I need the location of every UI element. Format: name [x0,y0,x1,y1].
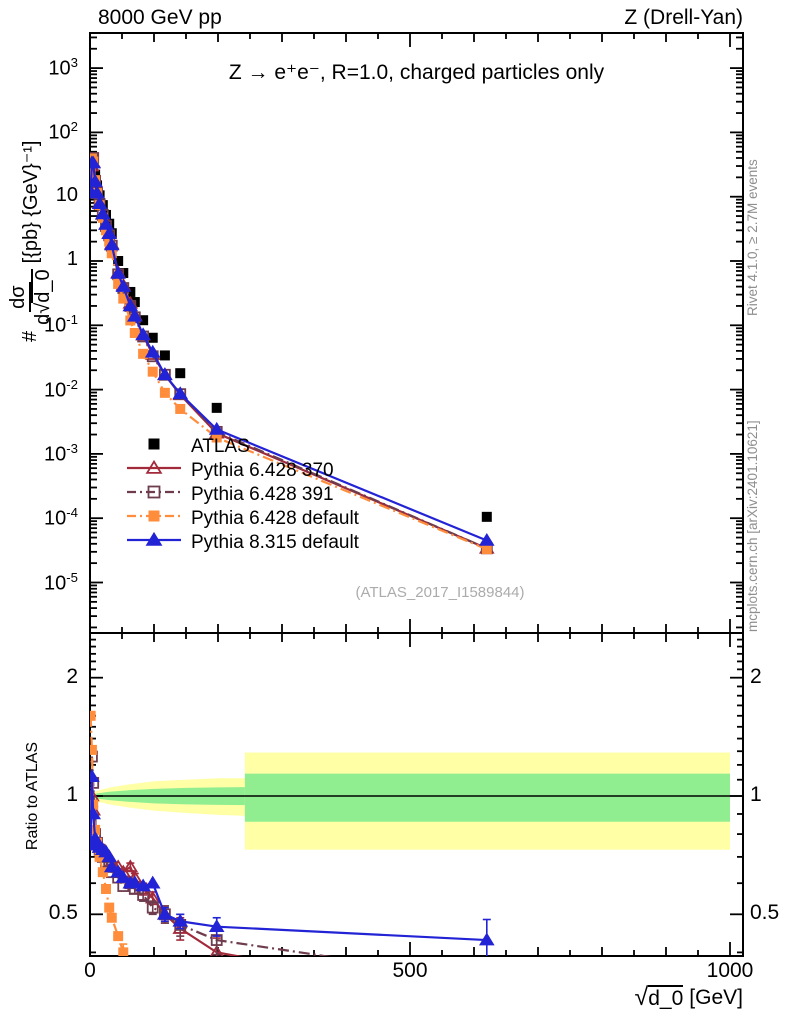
main-y-tick-label: 10-1 [44,312,78,337]
sqrt-symbol: √ [634,983,649,1011]
x-label-arg: d_0 [648,984,684,1010]
legend-item-pythia8-default: Pythia 8.315 default [126,531,359,555]
legend-item-atlas: ATLAS [126,435,250,459]
main-y-tick-label: 103 [48,55,78,80]
legend-label: Pythia 6.428 default [191,508,359,529]
ratio-y-tick-label-right: 0.5 [750,901,780,925]
plot-title: Z → e⁺e⁻, R=1.0, charged particles only [228,61,605,84]
ylabel-den-arg: d_0 [30,269,54,303]
legend-item-pythia6-default: Pythia 6.428 default [126,507,359,531]
rivet-version-note: Rivet 4.1.0, ≥ 2.7M events [745,159,760,316]
legend-item-pythia6-391: Pythia 6.428 391 [126,483,334,507]
ylabel-numerator: dσ [7,282,31,312]
pythia6-370-marker-icon [126,458,182,484]
main-y-tick-label: 10-3 [44,440,78,466]
x-tick-label: 1000 [706,959,754,982]
header-process: Z (Drell-Yan) [624,6,743,29]
legend-label: Pythia 6.428 370 [191,460,334,481]
legend-label: Pythia 6.428 391 [191,484,334,505]
x-tick-label: 500 [392,959,428,982]
main-y-tick-label: 10-5 [44,569,78,595]
pythia8-default-marker-icon [126,530,182,556]
main-y-tick-label: 10-2 [44,376,78,402]
atlas-marker-icon [126,434,182,460]
legend-label: ATLAS [191,436,250,457]
main-y-tick-label: 10-4 [44,505,78,530]
ratio-y-tick-label-left: 1 [66,783,78,806]
pythia6-default-marker-icon [126,506,182,532]
ratio-y-tick-label-left: 2 [66,664,78,688]
legend-label: Pythia 8.315 default [191,532,359,553]
analysis-watermark: (ATLAS_2017_I1589844) [355,584,525,601]
main-y-tick-label: 10 [55,183,78,206]
legend-item-pythia6-370: Pythia 6.428 370 [126,459,334,483]
ratio-y-tick-label-left: 0.5 [48,901,78,925]
pythia6-391-marker-icon [126,482,182,508]
main-y-tick-label: 102 [48,119,78,145]
x-tick-label: 0 [84,959,96,982]
x-axis-label: √ d_0 [GeV] [635,983,743,1012]
x-label-units: [GeV] [689,985,743,1009]
main-y-tick-label: 1 [66,248,78,270]
header-beam-energy: 8000 GeV pp [98,6,222,29]
ratio-y-tick-label-right: 1 [750,783,762,806]
mcplots-arxiv-note: mcplots.cern.ch [arXiv:2401.10621] [745,420,760,632]
ratio-y-tick-label-right: 2 [750,664,762,688]
